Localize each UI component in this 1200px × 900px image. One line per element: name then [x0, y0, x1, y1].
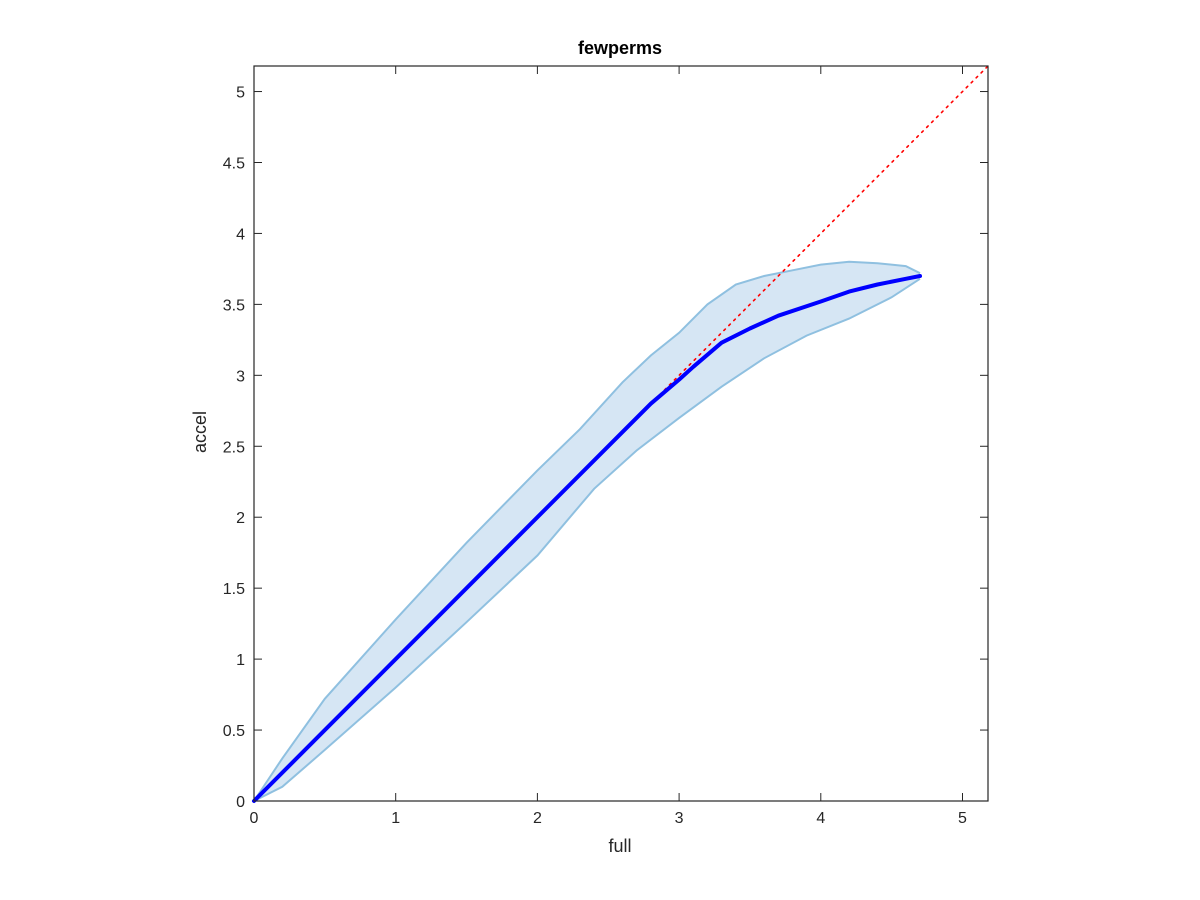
y-tick-label: 1 [236, 652, 245, 669]
y-axis-title: accel [190, 411, 210, 453]
axes-box [253, 65, 989, 802]
x-axis: 0 1 2 3 4 5 [250, 66, 967, 827]
y-axis: 0 0.5 1 1.5 2 2.5 3 3.5 4 4.5 5 [223, 85, 988, 811]
y-tick-label: 5 [236, 85, 245, 102]
x-axis-title: full [608, 836, 631, 856]
y-tick-label: 3.5 [223, 297, 245, 314]
y-tick-label: 2.5 [223, 439, 245, 456]
mean-line-layer [252, 274, 922, 803]
x-tick-label: 1 [391, 810, 400, 827]
mean-line [252, 274, 922, 803]
plot-area: 0 1 2 3 4 5 0 0.5 1 1.5 2 2.5 3 3.5 4 4.5 5 [223, 65, 989, 827]
x-tick-label: 0 [250, 810, 259, 827]
band-upper-line [253, 260, 921, 802]
y-tick-label: 3 [236, 368, 245, 385]
y-tick-label: 0.5 [223, 723, 245, 740]
confidence-band-layer [253, 260, 921, 802]
y-tick-label: 4.5 [223, 155, 245, 172]
y-tick-label: 2 [236, 510, 245, 527]
y-tick-label: 4 [236, 226, 245, 243]
x-tick-label: 4 [816, 810, 825, 827]
band-lower-line [253, 277, 921, 802]
y-tick-label: 0 [236, 794, 245, 811]
x-tick-label: 5 [958, 810, 967, 827]
y-tick-label: 1.5 [223, 581, 245, 598]
confidence-band-fill [254, 261, 920, 801]
x-tick-label: 3 [675, 810, 684, 827]
x-tick-label: 2 [533, 810, 542, 827]
chart-title: fewperms [578, 38, 662, 58]
